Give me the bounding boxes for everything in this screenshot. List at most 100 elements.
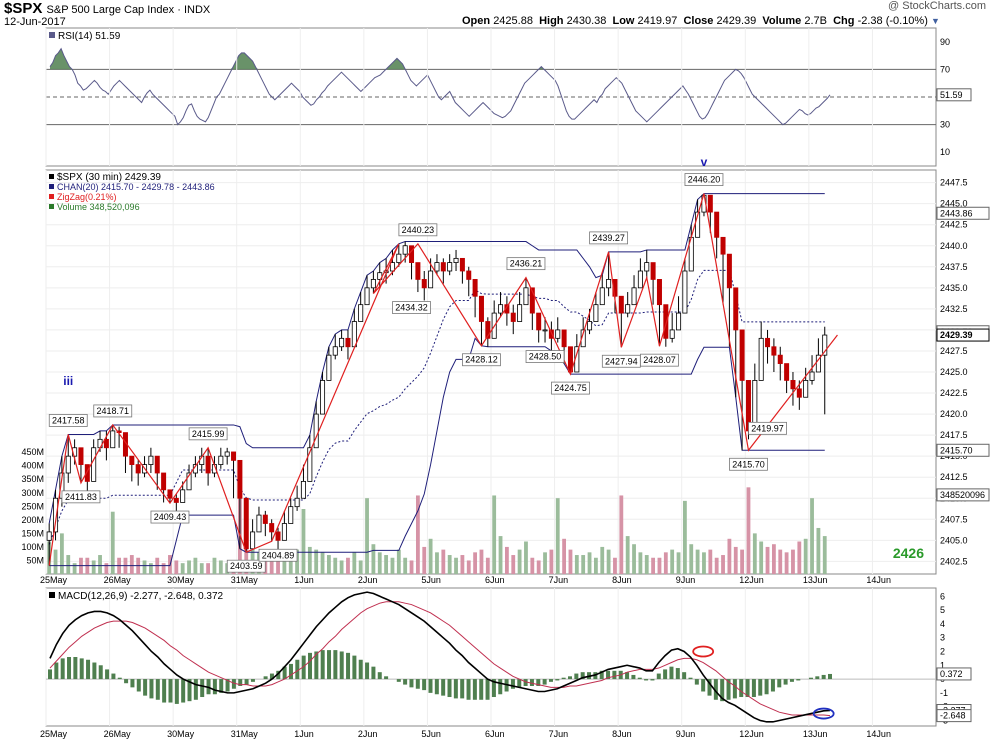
price-x-tick-label: 2Jun bbox=[358, 575, 378, 585]
macd-histogram-bar bbox=[770, 679, 775, 692]
macd-histogram-bar bbox=[682, 672, 687, 680]
price-x-tick-label: 1Jun bbox=[294, 575, 314, 585]
dropdown-arrow-icon[interactable]: ▼ bbox=[930, 16, 940, 26]
macd-histogram-bar bbox=[726, 679, 731, 700]
volume-tick-label: 450M bbox=[21, 447, 44, 457]
candle bbox=[631, 287, 637, 306]
candle bbox=[84, 464, 90, 482]
price-legend-swatch bbox=[49, 194, 54, 199]
candle bbox=[167, 489, 173, 499]
candle bbox=[466, 270, 472, 280]
macd-histogram-bar bbox=[92, 662, 97, 680]
channel-lower-line bbox=[49, 337, 825, 567]
price-right-label-box bbox=[936, 206, 990, 220]
volume-bar bbox=[301, 509, 306, 574]
macd-histogram-bar bbox=[377, 672, 382, 680]
price-right-label: 2415.70 bbox=[940, 445, 973, 455]
candle bbox=[567, 346, 573, 373]
macd-histogram-bar bbox=[136, 679, 141, 692]
macd-histogram-bar bbox=[606, 670, 611, 680]
rsi-tick-label: 90 bbox=[940, 37, 950, 47]
price-right-label-box bbox=[936, 443, 990, 457]
volume-bar bbox=[562, 538, 567, 574]
volume-bar bbox=[613, 557, 617, 574]
price-x-tick-label: 9Jun bbox=[676, 575, 696, 585]
macd-histogram-bar bbox=[371, 666, 376, 680]
candle bbox=[822, 334, 828, 356]
candle bbox=[650, 262, 656, 280]
volume-bar bbox=[778, 549, 783, 574]
volume-bar bbox=[276, 555, 280, 574]
volume-bar bbox=[384, 555, 389, 574]
volume-bar bbox=[657, 557, 662, 574]
volume-bar bbox=[212, 557, 217, 574]
price-x-tick-label: 25May bbox=[40, 575, 68, 585]
volume-bar bbox=[269, 557, 274, 574]
macd-histogram-bar bbox=[225, 679, 230, 692]
price-x-tick-label: 26May bbox=[104, 575, 132, 585]
macd-histogram-bar bbox=[485, 679, 490, 700]
macd-histogram-bar bbox=[181, 679, 186, 703]
volume-bar bbox=[441, 549, 446, 574]
macd-x-tick-label: 8Jun bbox=[612, 729, 632, 739]
candle bbox=[803, 380, 809, 398]
macd-histogram-bar bbox=[796, 679, 801, 681]
pivot-label: 2419.97 bbox=[751, 423, 784, 433]
macd-legend-swatch bbox=[49, 592, 55, 598]
volume-bar bbox=[625, 536, 630, 574]
volume-bar bbox=[517, 549, 522, 574]
price-legend-entry: ZigZag(0.21%) bbox=[57, 192, 117, 202]
volume-bar bbox=[346, 557, 350, 574]
price-x-tick-label: 13Jun bbox=[803, 575, 828, 585]
volume-bar bbox=[581, 555, 586, 574]
ohlc-summary: Open 2425.88 High 2430.38 Low 2419.97 Cl… bbox=[462, 15, 940, 27]
volume-bar bbox=[702, 552, 706, 574]
rsi-last-box bbox=[936, 88, 972, 102]
volume-bar bbox=[466, 560, 471, 574]
volume-tick-label: 100M bbox=[21, 542, 44, 552]
volume-bar bbox=[473, 552, 478, 574]
volume-bar bbox=[206, 563, 211, 574]
price-legend-swatch bbox=[49, 204, 54, 209]
macd-histogram-bar bbox=[282, 666, 287, 680]
price-legend-swatch bbox=[49, 184, 54, 189]
macd-histogram-bar bbox=[568, 676, 572, 680]
candle bbox=[243, 497, 249, 550]
high-value: 2430.38 bbox=[566, 15, 607, 27]
macd-histogram-bar bbox=[808, 677, 813, 680]
macd-x-tick-label: 1Jun bbox=[294, 729, 314, 739]
candle bbox=[237, 459, 243, 499]
candle bbox=[625, 304, 631, 314]
symbol: $SPX bbox=[4, 0, 43, 17]
macd-histogram-bar bbox=[783, 679, 788, 685]
last-price-value: 2429.39 bbox=[940, 330, 973, 340]
macd-histogram-bar bbox=[694, 679, 699, 685]
pivot-label: 2427.94 bbox=[605, 356, 638, 366]
macd-histogram-bar bbox=[701, 679, 706, 692]
macd-histogram-bar bbox=[352, 655, 357, 680]
pivot-label-box bbox=[506, 257, 546, 271]
macd-tick-label: 6 bbox=[940, 591, 945, 601]
candle bbox=[294, 497, 300, 508]
volume-bar bbox=[460, 555, 465, 574]
volume-bar bbox=[543, 552, 547, 574]
chg-value: -2.38 (-0.10%) bbox=[857, 15, 928, 27]
pivot-label-box bbox=[589, 231, 629, 245]
exchange: INDX bbox=[183, 4, 211, 16]
candle bbox=[510, 312, 516, 322]
price-tick-label: 2405.0 bbox=[940, 535, 968, 545]
macd-histogram-bar bbox=[168, 679, 173, 703]
candle bbox=[809, 371, 815, 381]
macd-histogram-bar bbox=[143, 679, 148, 696]
volume-bar bbox=[492, 495, 497, 574]
volume-bar bbox=[142, 560, 147, 574]
macd-right-label: 0.372 bbox=[940, 669, 963, 679]
macd-histogram-bar bbox=[548, 679, 553, 682]
candle bbox=[758, 337, 764, 381]
pivot-label: 2436.21 bbox=[510, 259, 543, 269]
volume-bar bbox=[644, 555, 649, 574]
macd-histogram-bar bbox=[529, 679, 534, 686]
candle bbox=[91, 447, 97, 482]
candle bbox=[409, 245, 415, 263]
volume-bar bbox=[320, 552, 325, 574]
